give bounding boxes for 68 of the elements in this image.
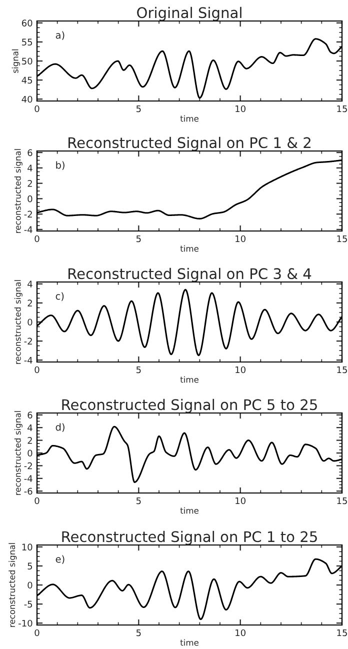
y-tick-label: 0 (28, 450, 32, 457)
y-tick-label: 2 (28, 180, 32, 187)
y-tick-label: 2 (28, 437, 32, 444)
x-tick-label: 15 (337, 497, 347, 504)
x-tick-label: 15 (337, 366, 347, 374)
x-tick-label: 5 (136, 497, 141, 504)
chart-title: Reconstructed Signal on PC 1 to 25 (62, 530, 317, 545)
chart-title: Original Signal (137, 6, 242, 21)
x-tick-label: 10 (236, 629, 246, 636)
y-tick-label: 6 (28, 149, 32, 156)
x-tick-label: 5 (136, 105, 141, 112)
y-tick-label: 4 (28, 164, 32, 172)
y-axis-title: signal (12, 49, 20, 73)
y-tick-label: 0 (28, 195, 32, 202)
y-axis-title: reconstructed signal (14, 149, 22, 233)
x-tick-label: 10 (236, 366, 246, 374)
y-tick-label: -4 (24, 356, 32, 364)
x-tick-label: 15 (337, 629, 347, 636)
y-tick-label: 4 (28, 424, 32, 432)
y-tick-label: 5 (28, 562, 32, 570)
chart-title: Reconstructed Signal on PC 5 to 25 (62, 398, 317, 413)
y-tick-label: -2 (24, 338, 32, 344)
x-tick-label: 10 (236, 235, 246, 242)
x-tick-label: 0 (34, 235, 40, 242)
annotation: c) (56, 292, 64, 301)
y-axis-title: reconstructed signal (8, 543, 17, 627)
x-axis-title: time (180, 115, 198, 122)
x-tick-label: 10 (236, 105, 246, 112)
y-tick-label: 4 (28, 280, 32, 288)
x-tick-label: 10 (236, 497, 246, 504)
x-axis-title: time (180, 639, 198, 646)
y-tick-label: 0 (28, 318, 32, 326)
x-tick-label: 5 (136, 366, 141, 374)
x-tick-label: 0 (34, 629, 40, 636)
y-tick-label: -4 (24, 226, 32, 233)
chart-title: Reconstructed Signal on PC 1 & 2 (68, 136, 310, 151)
y-tick-label: -2 (24, 210, 32, 218)
x-axis-title: time (180, 376, 198, 383)
x-tick-label: 15 (337, 105, 347, 112)
y-tick-label: -4 (24, 475, 32, 482)
y-tick-label: 6 (28, 412, 32, 418)
x-axis-title: time (180, 245, 198, 252)
y-tick-label: 0 (28, 582, 32, 589)
y-axis-title: reconstructed signal (14, 280, 22, 364)
x-tick-label: 5 (136, 235, 141, 242)
y-tick-label: 10 (22, 544, 32, 550)
x-tick-label: 0 (34, 105, 40, 112)
chart-title: Reconstructed Signal on PC 3 & 4 (68, 268, 312, 282)
y-tick-label: 55 (22, 38, 32, 46)
annotation: e) (56, 555, 64, 564)
y-tick-label: -2 (24, 462, 32, 470)
y-tick-label: 50 (22, 58, 32, 65)
annotation: d) (56, 423, 64, 432)
annotation: b) (56, 161, 64, 170)
y-tick-label: 40 (22, 96, 32, 103)
y-tick-label: 60 (22, 20, 32, 26)
x-tick-label: 5 (136, 629, 141, 636)
y-tick-label: -10 (18, 620, 32, 627)
x-tick-label: 0 (34, 366, 40, 374)
y-tick-label: -5 (24, 600, 32, 608)
annotation: a) (56, 31, 64, 40)
y-axis-title: reconstructed signal (14, 411, 22, 495)
x-axis-title: time (180, 507, 198, 514)
y-tick-label: 2 (28, 300, 32, 306)
x-tick-label: 0 (34, 497, 40, 504)
x-tick-label: 15 (337, 235, 347, 242)
y-tick-label: 45 (22, 76, 32, 84)
y-tick-label: -6 (24, 488, 32, 495)
